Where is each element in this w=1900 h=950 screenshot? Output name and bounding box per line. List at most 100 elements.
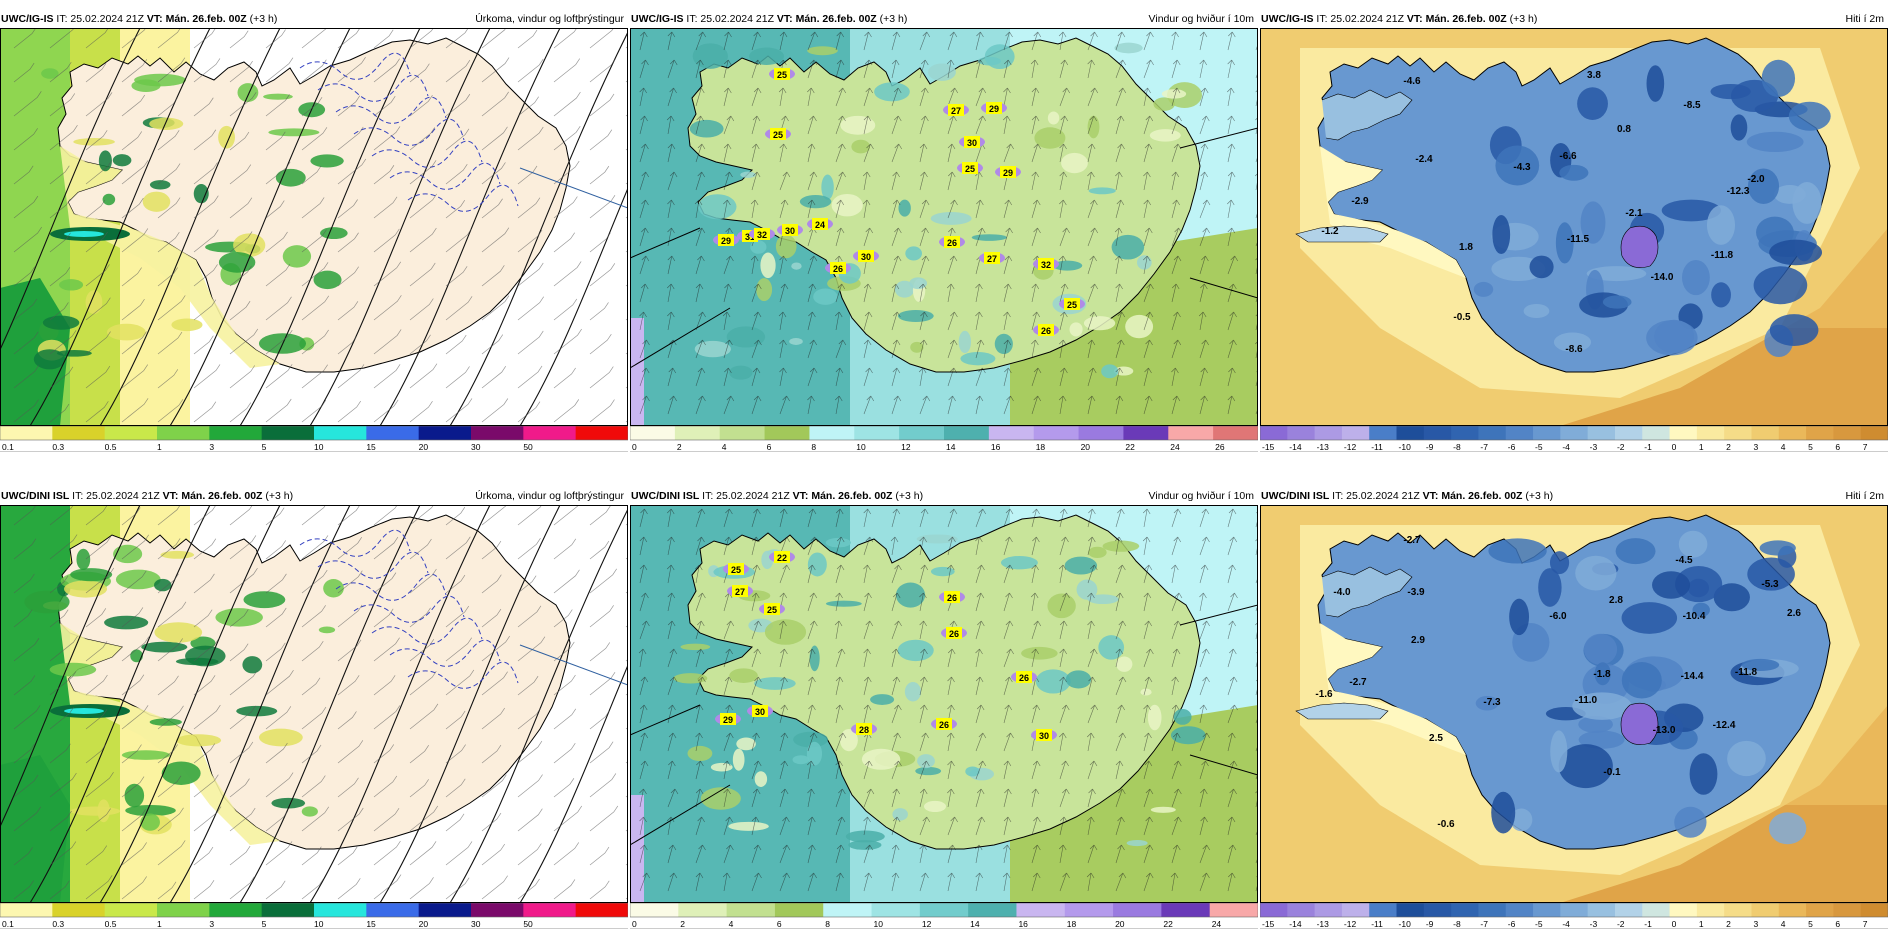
map-canvas: -2.7 -4.5 -4.0 -3.9 -5.3 2.8 -6.0 -10.4 2.6 2.9 -2… <box>1260 505 1888 903</box>
temp-value-label: -1.2 <box>1321 226 1339 237</box>
temp-value-label: -4.3 <box>1513 162 1531 173</box>
colorbar-swatch <box>1642 903 1671 917</box>
colorbar-swatch <box>1478 903 1507 917</box>
forecast-panel-temp: UWC/DINI ISL IT: 25.02.2024 21Z VT: Mán.… <box>1260 487 1888 929</box>
panel-header: UWC/DINI ISL IT: 25.02.2024 21Z VT: Mán.… <box>630 487 1258 505</box>
colorbar-label: -10 <box>1399 442 1412 452</box>
colorbar-label: -7 <box>1480 919 1488 929</box>
colorbar-label: 12 <box>901 442 911 452</box>
colorbar-label: -11 <box>1371 442 1383 452</box>
temp-value-label: -2.0 <box>1747 174 1765 185</box>
panel-title: Vindur og hviður í 10m <box>1148 13 1254 25</box>
lead-time: (+3 h) <box>1509 13 1538 25</box>
colorbar-label: -5 <box>1535 919 1543 929</box>
gust-label: 30 <box>1039 731 1049 741</box>
colorbar-label: 3 <box>209 442 214 452</box>
gust-badge <box>1000 166 1016 178</box>
colorbar-swatch <box>1560 426 1589 440</box>
colorbar-label: -1 <box>1644 919 1652 929</box>
colorbar-label: 10 <box>874 919 884 929</box>
colorbar-swatch <box>104 426 158 440</box>
colorbar-label: -8 <box>1453 442 1461 452</box>
gust-label: 31 <box>745 232 755 242</box>
colorbar-swatch <box>1614 426 1643 440</box>
map-view[interactable]: 25 25 27 29 30 25 29 29 31 32 30 24 26 30 26 27 32 25 26 <box>630 28 1258 426</box>
colorbar: -15 -14 -13 -12 -11 -10 -9 -8 -7 -6 -5 -4 -3 -2 -1 0 1 2 3… <box>1260 903 1888 929</box>
colorbar-label: -3 <box>1590 442 1598 452</box>
colorbar-label: 20 <box>1081 442 1091 452</box>
valid-time: VT: Mán. 26.feb. 00Z <box>1406 13 1507 25</box>
colorbar-swatch <box>1751 426 1780 440</box>
colorbar-swatch <box>1560 903 1589 917</box>
map-view[interactable]: -4.6 3.8 -8.5 0.8 -6.6 -2.4 -4.3 -2.0 -12.3 -2.9 -… <box>1260 28 1888 426</box>
map-view[interactable] <box>0 28 628 426</box>
colorbar-swatch <box>418 426 472 440</box>
colorbar-label: -7 <box>1480 442 1488 452</box>
colorbar-label: 10 <box>314 442 324 452</box>
colorbar-label: 20 <box>419 442 429 452</box>
valid-time: VT: Mán. 26.feb. 00Z <box>1422 490 1523 502</box>
map-view[interactable] <box>0 505 628 903</box>
temp-value-label: -0.5 <box>1453 312 1471 323</box>
colorbar-swatch <box>1833 903 1862 917</box>
colorbar-label: 0 <box>1672 919 1677 929</box>
temp-value-label: -10.4 <box>1683 611 1706 622</box>
colorbar-swatch <box>1860 426 1888 440</box>
temp-value-label: -11.5 <box>1567 234 1590 245</box>
gust-badge <box>986 102 1002 114</box>
colorbar-label: 18 <box>1036 442 1046 452</box>
temp-value-label: -14.4 <box>1681 671 1704 682</box>
gust-badge <box>764 603 780 615</box>
colorbar-label: 1 <box>1699 442 1704 452</box>
temp-value-label: 2.9 <box>1411 635 1425 646</box>
lead-time: (+3 h) <box>249 13 278 25</box>
colorbar-label: 24 <box>1212 919 1222 929</box>
colorbar-swatch <box>1209 903 1258 917</box>
temp-value-label: -11.8 <box>1711 250 1734 261</box>
colorbar-label: -3 <box>1590 919 1598 929</box>
colorbar-swatch <box>678 903 728 917</box>
colorbar-label: 0 <box>632 919 637 929</box>
colorbar: 0 2 4 6 8 10 12 14 16 18 20 22 24 <box>630 903 1258 929</box>
colorbar-label: 7 <box>1863 919 1868 929</box>
map-view[interactable]: 25 22 27 25 26 26 29 30 28 26 26 30 <box>630 505 1258 903</box>
colorbar-label: 3 <box>1753 919 1758 929</box>
colorbar-swatch <box>209 903 263 917</box>
colorbar-label: 50 <box>523 442 533 452</box>
temp-value-label: -13.0 <box>1653 725 1676 736</box>
temp-value-label: -3.9 <box>1407 587 1425 598</box>
gust-label: 24 <box>815 220 825 230</box>
gust-label: 25 <box>777 70 787 80</box>
colorbar-label: -13 <box>1317 919 1330 929</box>
colorbar-swatch <box>366 903 420 917</box>
colorbar-label: 4 <box>1781 442 1786 452</box>
colorbar-label: 15 <box>366 442 376 452</box>
colorbar-swatch <box>674 426 721 440</box>
colorbar-swatch <box>1078 426 1124 440</box>
init-time: IT: 25.02.2024 21Z <box>702 490 790 502</box>
colorbar-swatch <box>1260 426 1288 440</box>
temp-value-label: 1.8 <box>1459 242 1473 253</box>
colorbar-label: -10 <box>1399 919 1412 929</box>
gust-label: 29 <box>723 715 733 725</box>
colorbar-swatch <box>261 903 315 917</box>
temp-value-label: -12.3 <box>1727 186 1750 197</box>
colorbar: 0.1 0.3 0.5 1 3 5 10 15 20 30 50 <box>0 903 628 929</box>
temp-value-label: -6.0 <box>1549 611 1567 622</box>
colorbar-swatch <box>1423 426 1452 440</box>
panel-header: UWC/DINI ISL IT: 25.02.2024 21Z VT: Mán.… <box>0 487 628 505</box>
colorbar-swatch <box>0 426 53 440</box>
forecast-panel-precip: UWC/IG-IS IT: 25.02.2024 21Z VT: Mán. 26… <box>0 10 628 452</box>
colorbar-swatch <box>1396 426 1425 440</box>
map-view[interactable]: -2.7 -4.5 -4.0 -3.9 -5.3 2.8 -6.0 -10.4 2.6 2.9 -2… <box>1260 505 1888 903</box>
colorbar-legend: 0.1 0.3 0.5 1 3 5 10 15 20 30 50 <box>0 426 628 452</box>
valid-time: VT: Mán. 26.feb. 00Z <box>792 490 893 502</box>
colorbar-label: 10 <box>856 442 866 452</box>
valid-time: VT: Mán. 26.feb. 00Z <box>146 13 247 25</box>
gust-label: 26 <box>947 238 957 248</box>
colorbar-swatch <box>719 426 766 440</box>
gust-badge <box>774 68 790 80</box>
colorbar-label: 0 <box>1672 442 1677 452</box>
colorbar-swatch <box>1341 903 1370 917</box>
colorbar-swatch <box>1642 426 1671 440</box>
